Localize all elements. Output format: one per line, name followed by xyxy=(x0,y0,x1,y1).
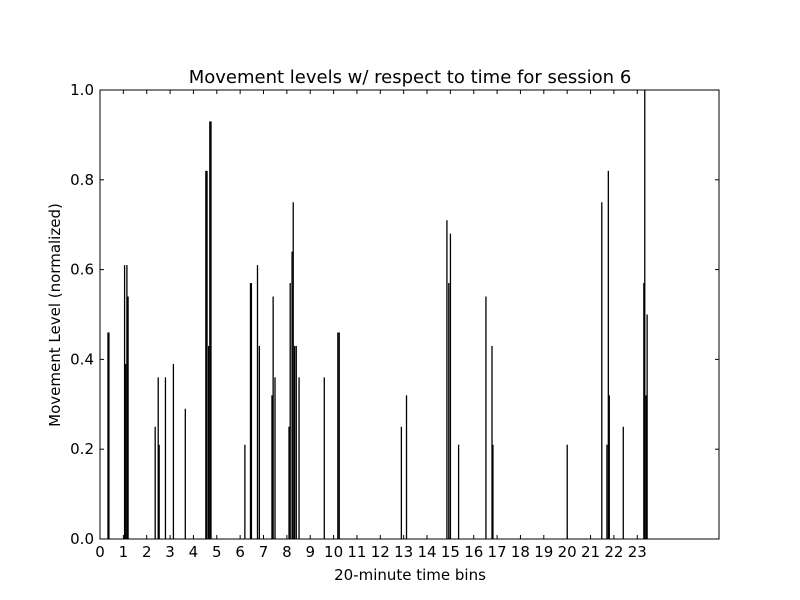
bar xyxy=(127,296,129,539)
x-tick-label: 6 xyxy=(235,543,245,561)
bar xyxy=(643,283,645,539)
y-tick-label: 0.4 xyxy=(70,350,94,368)
bar xyxy=(400,426,403,539)
x-tick-label: 5 xyxy=(212,543,222,561)
bar xyxy=(491,345,493,539)
bar xyxy=(606,444,608,539)
y-tick-label: 0.2 xyxy=(70,440,94,458)
x-tick-label: 8 xyxy=(282,543,292,561)
bar xyxy=(184,408,186,539)
bar xyxy=(250,283,253,539)
bar xyxy=(123,265,126,539)
bar xyxy=(492,444,494,539)
bar xyxy=(566,444,568,539)
bar xyxy=(272,296,274,539)
plot-frame xyxy=(99,89,720,540)
bar xyxy=(485,296,487,539)
chart-title: Movement levels w/ respect to time for s… xyxy=(189,67,632,88)
bar xyxy=(164,377,167,539)
bar xyxy=(449,233,452,539)
bar xyxy=(608,395,610,539)
x-tick-label: 3 xyxy=(165,543,175,561)
x-tick-label: 16 xyxy=(464,543,483,561)
x-tick-label: 1 xyxy=(119,543,129,561)
x-tick-label: 4 xyxy=(189,543,199,561)
bar xyxy=(338,332,340,539)
bar xyxy=(271,395,273,539)
x-tick-label: 0 xyxy=(95,543,105,561)
x-tick-label: 23 xyxy=(628,543,647,561)
x-tick-label: 19 xyxy=(534,543,553,561)
bar xyxy=(274,377,276,539)
bar xyxy=(209,121,211,540)
y-tick-label: 1.0 xyxy=(70,81,94,99)
x-tick-label: 15 xyxy=(441,543,460,561)
bar xyxy=(108,332,110,539)
bar xyxy=(208,345,210,539)
bar xyxy=(256,265,259,539)
y-tick-label: 0.0 xyxy=(70,530,94,548)
x-tick-label: 21 xyxy=(581,543,600,561)
bar xyxy=(258,345,260,539)
bar xyxy=(205,170,207,539)
x-tick-label: 13 xyxy=(394,543,413,561)
bar xyxy=(157,377,159,539)
bar xyxy=(172,363,175,539)
bar xyxy=(457,444,460,539)
x-tick-label: 18 xyxy=(511,543,530,561)
bar xyxy=(645,395,647,539)
bar xyxy=(249,283,252,539)
bar xyxy=(337,332,339,539)
x-axis-label: 20-minute time bins xyxy=(334,566,486,584)
x-tick-label: 9 xyxy=(305,543,315,561)
y-axis-label: Movement Level (normalized) xyxy=(46,203,64,427)
bar xyxy=(289,283,291,539)
bar xyxy=(107,332,109,539)
bar xyxy=(206,170,208,539)
x-tick-label: 11 xyxy=(347,543,366,561)
bar xyxy=(126,265,128,539)
bar xyxy=(293,345,296,539)
bar xyxy=(298,377,300,539)
bar xyxy=(446,220,448,539)
bar xyxy=(323,377,325,539)
bar xyxy=(210,121,212,540)
ticks-group: 0 1 2 3 4 5 6 7 8 9 10 11 12 13 14 15 16 17 18 19 20 21 22 230.… xyxy=(70,81,719,561)
bar xyxy=(448,283,450,539)
x-tick-label: 12 xyxy=(371,543,390,561)
bar xyxy=(644,90,646,539)
x-tick-label: 22 xyxy=(604,543,623,561)
x-tick-label: 17 xyxy=(488,543,507,561)
bar xyxy=(125,363,127,539)
x-tick-label: 10 xyxy=(324,543,343,561)
bars-group xyxy=(107,90,648,540)
bar xyxy=(622,426,624,539)
x-tick-label: 14 xyxy=(417,543,436,561)
bar xyxy=(291,251,293,539)
bar xyxy=(154,426,156,539)
bar xyxy=(292,202,294,539)
bar xyxy=(607,170,609,539)
bar xyxy=(158,444,160,539)
bar xyxy=(295,345,297,539)
bar xyxy=(646,314,648,539)
bar xyxy=(244,444,246,539)
bar xyxy=(288,426,290,539)
bar xyxy=(405,395,408,539)
y-tick-label: 0.8 xyxy=(70,171,94,189)
x-tick-label: 7 xyxy=(259,543,269,561)
x-tick-label: 2 xyxy=(142,543,152,561)
y-tick-label: 0.6 xyxy=(70,261,94,279)
bar xyxy=(601,202,603,539)
x-tick-label: 20 xyxy=(558,543,577,561)
